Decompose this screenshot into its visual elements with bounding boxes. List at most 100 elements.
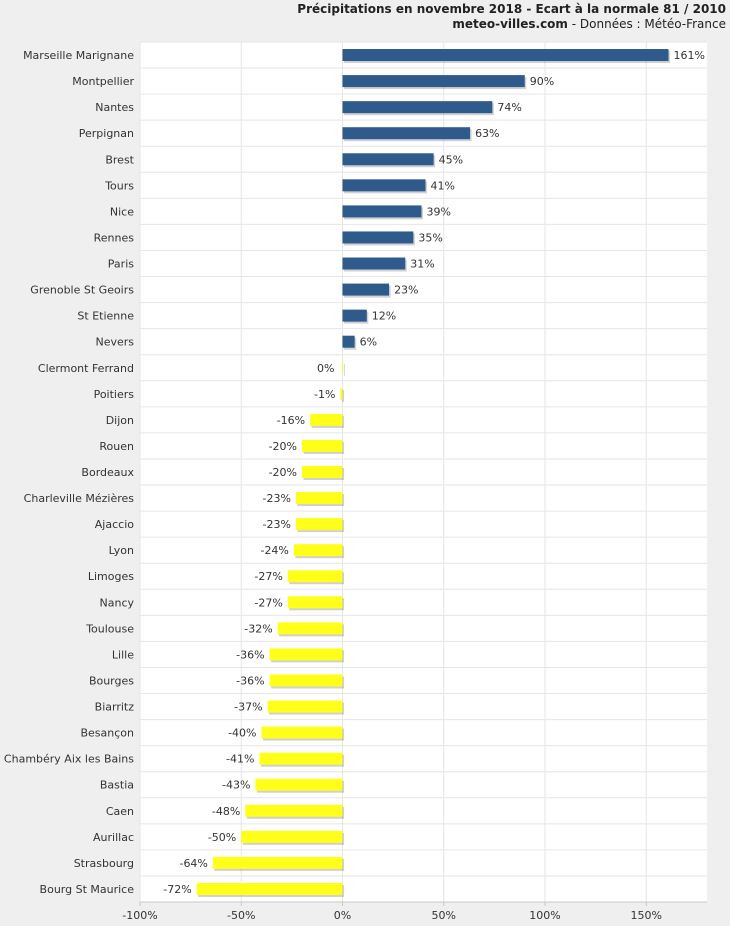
category-label: Rennes	[94, 231, 135, 244]
bar-data-label: -1%	[314, 388, 335, 401]
chart-title: Précipitations en novembre 2018 - Ecart …	[297, 2, 726, 16]
category-label: Biarritz	[95, 701, 135, 714]
category-label: Strasbourg	[74, 857, 134, 870]
category-label: Bastia	[100, 779, 134, 792]
category-label: Charleville Mézières	[24, 492, 135, 505]
bar-data-label: -41%	[226, 753, 254, 766]
bar-data-label: 31%	[410, 258, 434, 271]
category-label: Montpellier	[72, 75, 134, 88]
bar	[269, 648, 343, 661]
bar-data-label: -27%	[254, 596, 282, 609]
bar-data-label: -23%	[263, 518, 291, 531]
bar	[259, 752, 343, 765]
bar	[342, 257, 406, 270]
bar-data-label: -37%	[234, 701, 262, 714]
bar	[310, 413, 343, 426]
bar-data-label: 63%	[475, 127, 499, 140]
bar	[261, 726, 343, 739]
category-label: Bordeaux	[81, 466, 134, 479]
x-tick-label: -100%	[122, 909, 157, 922]
plot-area	[140, 42, 707, 902]
bar	[342, 49, 669, 62]
bar-data-label: 39%	[426, 205, 450, 218]
bar	[241, 830, 343, 843]
category-label: Aurillac	[93, 831, 134, 844]
bar-data-label: -24%	[260, 544, 288, 557]
chart-subtitle: meteo-villes.com - Données : Météo-Franc…	[297, 17, 726, 32]
category-label: Paris	[108, 258, 134, 271]
bar-data-label: 12%	[372, 310, 396, 323]
bar	[342, 283, 390, 296]
x-tick-label: 50%	[432, 909, 456, 922]
bar-data-label: 41%	[431, 179, 455, 192]
bar-data-label: -48%	[212, 805, 240, 818]
category-label: Nantes	[95, 101, 134, 114]
bar	[342, 153, 434, 166]
category-label: Besançon	[80, 727, 134, 740]
bar	[287, 596, 343, 609]
bar-data-label: 23%	[394, 284, 418, 297]
bar	[295, 492, 343, 505]
category-label: Brest	[105, 153, 134, 166]
category-label: St Etienne	[77, 310, 134, 323]
category-label: Ajaccio	[95, 518, 134, 531]
category-label: Tours	[104, 179, 134, 192]
bar-data-label: -36%	[236, 648, 264, 661]
bar-data-label: -50%	[208, 831, 236, 844]
bar	[342, 231, 414, 244]
bar-data-label: -20%	[269, 466, 297, 479]
bar-data-label: 35%	[418, 231, 442, 244]
bar	[245, 804, 343, 817]
bar-data-label: 0%	[317, 362, 334, 375]
bar	[342, 205, 422, 218]
category-label: Grenoble St Geoirs	[30, 284, 134, 297]
chart-header: Précipitations en novembre 2018 - Ecart …	[297, 2, 726, 32]
category-label: Marseille Marignane	[23, 49, 134, 62]
bar	[287, 570, 343, 583]
data-source: - Données : Météo-France	[567, 17, 726, 31]
site-name: meteo-villes.com	[452, 17, 568, 31]
bar-data-label: 90%	[530, 75, 554, 88]
x-tick-label: -50%	[227, 909, 255, 922]
bar	[342, 101, 493, 114]
category-label: Nancy	[100, 596, 135, 609]
bar	[302, 439, 343, 452]
bar	[295, 518, 343, 531]
category-label: Perpignan	[79, 127, 134, 140]
bar-data-label: -72%	[163, 883, 191, 896]
bar-data-label: -36%	[236, 674, 264, 687]
bar-data-label: -16%	[277, 414, 305, 427]
bar	[340, 387, 343, 400]
bar-data-label: -27%	[254, 570, 282, 583]
category-label: Clermont Ferrand	[38, 362, 134, 375]
bar	[277, 622, 343, 635]
bar-data-label: 74%	[497, 101, 521, 114]
category-label: Dijon	[106, 414, 134, 427]
category-label: Caen	[106, 805, 134, 818]
bar	[293, 544, 343, 557]
bar-data-label: -32%	[244, 622, 272, 635]
bar-data-label: 161%	[674, 49, 705, 62]
bar-data-label: -40%	[228, 727, 256, 740]
bar	[212, 856, 343, 869]
bar-data-label: -43%	[222, 779, 250, 792]
category-label: Poitiers	[94, 388, 135, 401]
bar	[196, 882, 343, 895]
bar	[342, 361, 344, 374]
category-label: Rouen	[99, 440, 134, 453]
bar	[302, 466, 343, 478]
bar	[342, 309, 367, 322]
category-label: Nice	[110, 205, 134, 218]
bar	[269, 674, 343, 687]
bar-shadow	[344, 363, 345, 376]
category-label: Bourg St Maurice	[40, 883, 135, 896]
bar	[267, 700, 343, 713]
category-label: Bourges	[89, 674, 134, 687]
x-tick-label: 150%	[631, 909, 662, 922]
bar-data-label: -23%	[263, 492, 291, 505]
bar-data-label: 6%	[360, 336, 377, 349]
category-label: Lille	[112, 648, 134, 661]
category-label: Toulouse	[85, 622, 134, 635]
x-tick-label: 100%	[529, 909, 560, 922]
